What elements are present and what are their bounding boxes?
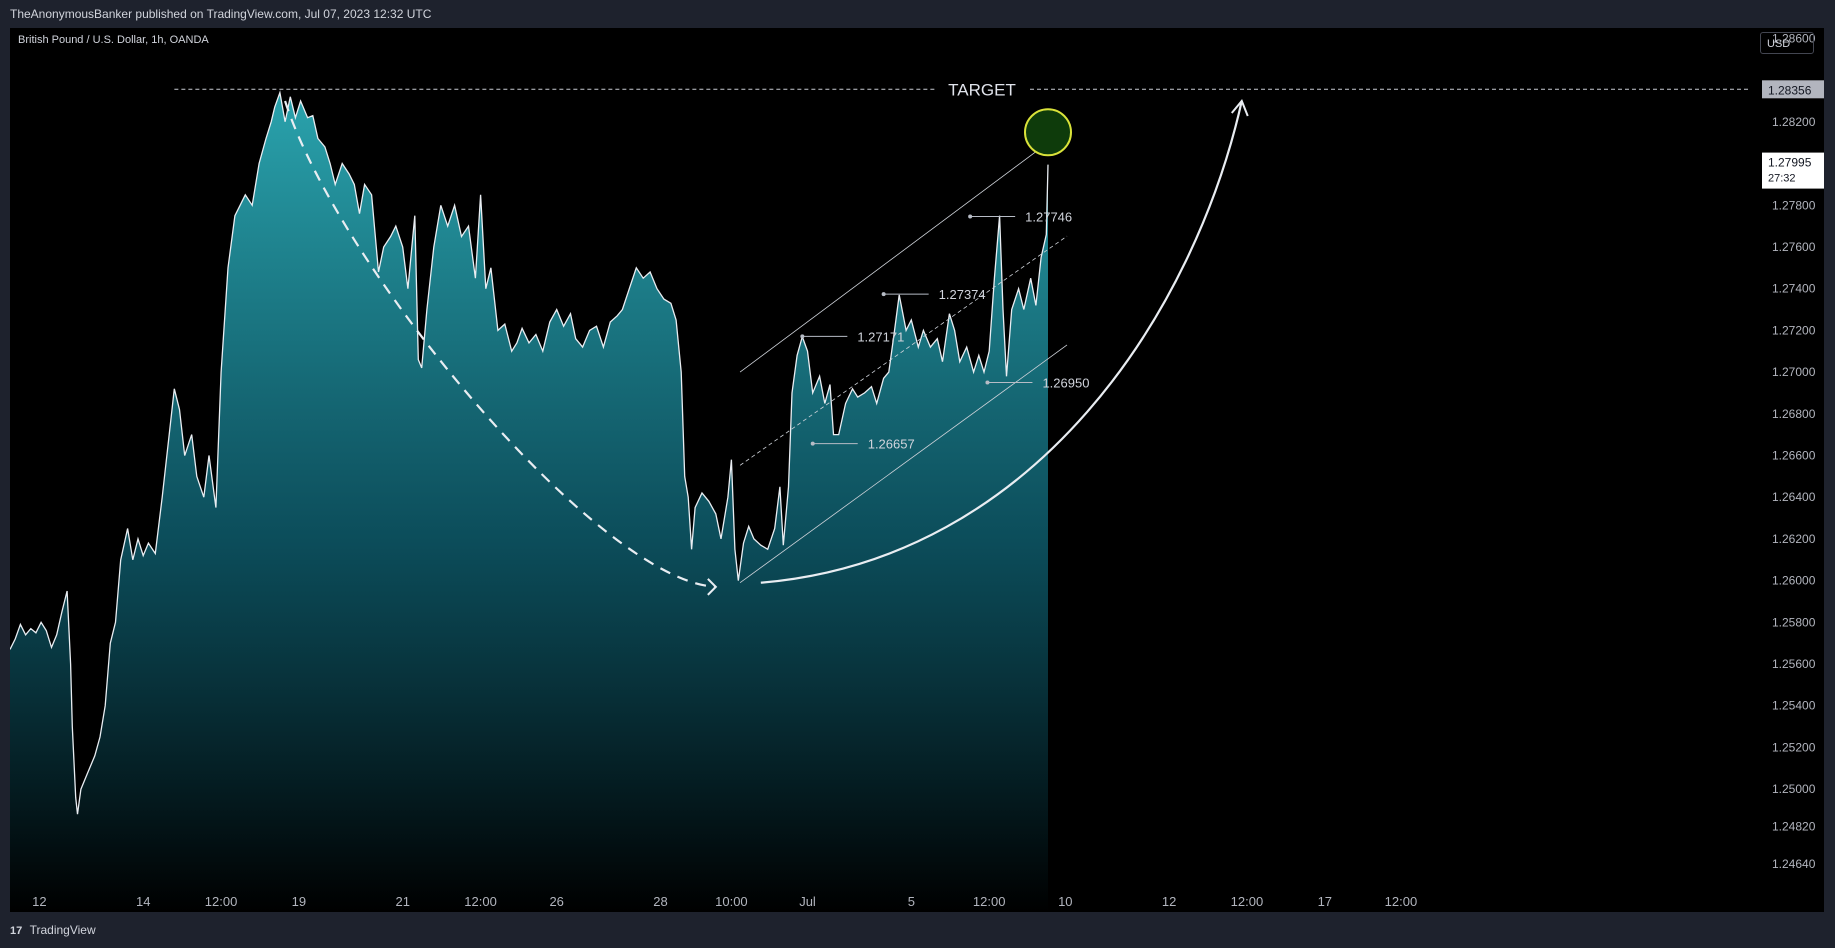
price-axis-label: 1.28600 <box>1772 31 1816 45</box>
time-axis-label: 5 <box>908 894 915 909</box>
time-axis-label: 26 <box>549 894 563 909</box>
price-axis-label: 1.26200 <box>1772 532 1816 546</box>
time-axis-label: 12 <box>1162 894 1176 909</box>
time-axis-label: 12:00 <box>1385 894 1418 909</box>
annotation-label: 1.27171 <box>857 329 904 344</box>
time-axis-label: 10:00 <box>715 894 748 909</box>
last-price-tag <box>1762 152 1824 189</box>
price-line <box>10 90 1049 815</box>
channel-lower-line <box>739 344 1068 584</box>
price-axis-label: 1.25800 <box>1772 615 1816 629</box>
price-axis-label: 1.25200 <box>1772 740 1816 754</box>
time-axis-label: 12:00 <box>973 894 1006 909</box>
time-axis-label: 28 <box>653 894 667 909</box>
price-area-fill <box>10 92 1048 912</box>
annotation-dot <box>810 441 815 446</box>
time-axis-label: 12:00 <box>464 894 497 909</box>
last-price-countdown: 27:32 <box>1768 173 1796 185</box>
target-label: TARGET <box>948 80 1016 99</box>
price-axis-label: 1.25000 <box>1772 782 1816 796</box>
annotation-label: 1.26950 <box>1042 376 1089 391</box>
tradingview-logo-icon: 17 <box>10 925 23 937</box>
target-price-tag <box>1762 80 1824 99</box>
target-price-tag-label: 1.28356 <box>1768 83 1812 97</box>
price-axis-label: 1.27600 <box>1772 240 1816 254</box>
time-axis-label: 12:00 <box>205 894 238 909</box>
footer-brand[interactable]: 17 TradingView <box>0 918 96 942</box>
up-projection-arrow <box>760 100 1243 584</box>
dashed-curve-arrowhead <box>707 578 718 596</box>
price-axis-label: 1.26600 <box>1772 449 1816 463</box>
time-axis-label: 10 <box>1058 894 1072 909</box>
annotation-dot <box>968 214 973 219</box>
price-chart[interactable]: TARGET 1.27171 1.27374 1.26657 1.27746 1.269… <box>10 28 1824 912</box>
chart-panel[interactable]: TARGET 1.27171 1.27374 1.26657 1.27746 1.269… <box>10 28 1824 912</box>
dashed-down-curve <box>284 100 716 588</box>
symbol-title: British Pound / U.S. Dollar, 1h, OANDA <box>18 34 209 46</box>
time-axis-label: 12 <box>32 894 46 909</box>
annotation-dot <box>800 334 805 339</box>
price-axis-label: 1.26400 <box>1772 490 1816 504</box>
publish-header: TheAnonymousBanker published on TradingV… <box>0 0 1835 28</box>
price-axis-label: 1.24820 <box>1772 820 1816 834</box>
channel-middle-line <box>739 235 1068 466</box>
price-axis-label: 1.27800 <box>1772 198 1816 212</box>
price-axis-label: 1.26800 <box>1772 407 1816 421</box>
price-axis-label: 1.25600 <box>1772 657 1816 671</box>
annotation-label: 1.27746 <box>1025 210 1072 225</box>
time-axis-label: 14 <box>136 894 150 909</box>
channel-upper-line <box>739 128 1068 373</box>
up-arrow-arrowhead <box>1230 99 1249 117</box>
time-axis-label: Jul <box>799 894 816 909</box>
annotation-label: 1.26657 <box>868 437 915 452</box>
annotation-label: 1.27374 <box>939 287 986 302</box>
time-axis-label: 19 <box>292 894 306 909</box>
price-axis-label: 1.27000 <box>1772 365 1816 379</box>
price-axis-label: 1.27200 <box>1772 323 1816 337</box>
time-axis-label: 12:00 <box>1231 894 1264 909</box>
published-by-text: TheAnonymousBanker published on TradingV… <box>10 7 432 21</box>
time-axis-label: 17 <box>1318 894 1332 909</box>
annotation-dot <box>881 292 886 297</box>
currency-selector[interactable]: USD <box>1760 32 1814 54</box>
time-axis-label: 21 <box>395 894 409 909</box>
price-axis-label: 1.26000 <box>1772 574 1816 588</box>
brand-name: TradingView <box>29 923 96 937</box>
price-axis-label: 1.27400 <box>1772 282 1816 296</box>
target-circle-marker <box>1024 108 1072 157</box>
last-price-tag-value: 1.27995 <box>1768 156 1812 170</box>
price-axis-label: 1.28200 <box>1772 115 1816 129</box>
price-axis-label: 1.25400 <box>1772 699 1816 713</box>
annotation-dot <box>985 380 990 385</box>
price-axis-label: 1.24640 <box>1772 857 1816 871</box>
